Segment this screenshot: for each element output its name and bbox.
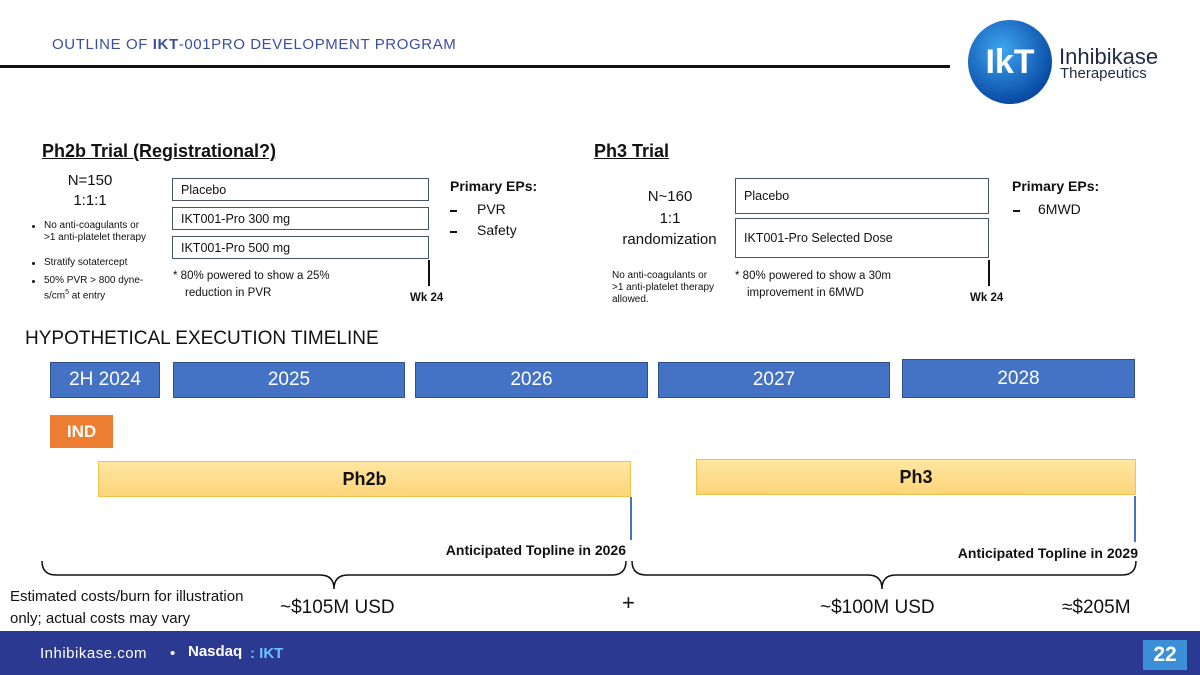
phase-bar: Ph2b <box>98 461 631 497</box>
plus: + <box>622 590 635 615</box>
week: Wk 24 <box>970 292 1004 304</box>
dash <box>450 210 457 212</box>
ph2b-note: reduction in PVR <box>185 287 272 299</box>
ph3-note: * 80% powered to show a 30m <box>735 270 891 282</box>
topline: Anticipated Topline in 2026 <box>445 542 626 558</box>
endpoints-title: Primary EPs: <box>1012 178 1100 194</box>
arm: Placebo <box>735 178 989 214</box>
ticker: : IKT <box>250 645 284 662</box>
title-prefix: OUTLINE OF <box>52 36 153 53</box>
ph3-design: randomization <box>622 231 717 248</box>
ph3-note: improvement in 6MWD <box>747 287 864 299</box>
slide-title: OUTLINE OF IKT-001PRO DEVELOPMENT PROGRA… <box>52 36 456 53</box>
year: 2026 <box>415 362 648 398</box>
endpoint: PVR <box>477 201 506 217</box>
page-number: 22 <box>1143 640 1187 670</box>
year: 2027 <box>658 362 890 398</box>
arm: IKT001-Pro 300 mg <box>172 207 429 230</box>
week-line <box>988 260 990 286</box>
criterion: 50% PVR > 800 dyne-s/cm5 at entry <box>30 275 152 302</box>
logo-mark: IkT <box>968 20 1052 104</box>
criterion: No anti-coagulants or >1 anti-platelet t… <box>30 220 152 244</box>
criterion-text: 50% PVR > 800 dyne-s/cm <box>44 275 144 302</box>
criterion-tail: at entry <box>69 290 106 302</box>
endpoint: Safety <box>477 222 517 238</box>
cost: ≈$205M <box>1062 597 1131 618</box>
endpoint: 6MWD <box>1038 201 1081 217</box>
title-rule <box>0 65 950 68</box>
milestone: IND <box>50 415 113 448</box>
ph2b-ratio: 1:1:1 <box>73 192 107 209</box>
brace <box>41 560 627 590</box>
ph3-n: N~160 <box>647 188 693 205</box>
criterion-sup: 5 <box>65 289 70 296</box>
dash <box>1013 210 1020 212</box>
topline-marker <box>1134 496 1136 542</box>
year: 2028 <box>902 359 1135 398</box>
dash <box>450 231 457 233</box>
topline: Anticipated Topline in 2029 <box>957 545 1138 561</box>
cost: ~$100M USD <box>820 597 935 618</box>
ph2b-note: * 80% powered to show a 25% <box>173 270 330 282</box>
phase-bar: Ph3 <box>696 459 1136 495</box>
brace <box>631 560 1137 590</box>
cost-note: Estimated costs/burn for illustration on… <box>10 588 244 627</box>
separator: • <box>170 645 176 662</box>
year: 2025 <box>173 362 405 398</box>
criterion: Stratify sotatercept <box>30 257 152 269</box>
exchange: Nasdaq <box>188 643 243 660</box>
cost: ~$105M USD <box>280 597 395 618</box>
week: Wk 24 <box>410 292 444 304</box>
ph2b-heading: Ph2b Trial (Registrational?) <box>42 141 277 161</box>
arm: IKT001-Pro Selected Dose <box>735 218 989 258</box>
ph3-heading: Ph3 Trial <box>594 141 670 161</box>
company-name: Inhibikase <box>1059 44 1159 69</box>
week-line <box>428 260 430 286</box>
site: Inhibikase.com <box>40 645 148 662</box>
braces <box>41 560 1137 590</box>
ph3-restriction: No anti-coagulants or >1 anti-platelet t… <box>612 270 715 305</box>
arm: Placebo <box>172 178 429 201</box>
footer <box>0 631 1200 675</box>
ph3-ratio: 1:1 <box>659 210 681 227</box>
ph2b-n: N=150 <box>67 172 113 189</box>
topline-marker <box>630 497 632 540</box>
arm: IKT001-Pro 500 mg <box>172 236 429 259</box>
timeline-title: HYPOTHETICAL EXECUTION TIMELINE <box>25 328 379 349</box>
title-rest: -001PRO DEVELOPMENT PROGRAM <box>178 36 457 53</box>
year: 2H 2024 <box>50 362 160 398</box>
company-name-2: Therapeutics <box>1060 65 1147 82</box>
title-bold: IKT <box>152 36 179 53</box>
endpoints-title: Primary EPs: <box>450 178 538 194</box>
